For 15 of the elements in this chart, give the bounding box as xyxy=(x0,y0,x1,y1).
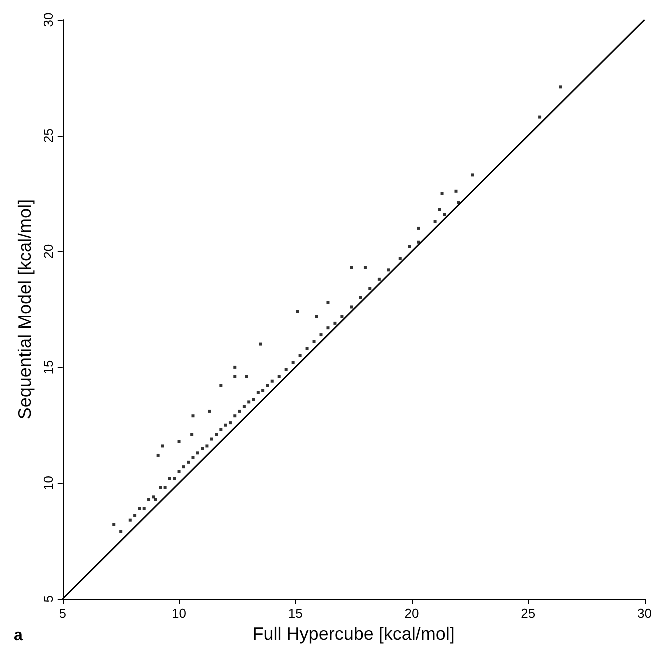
y-tick-label: 25 xyxy=(40,128,56,144)
y-tick-label: 5 xyxy=(40,595,56,603)
x-tick-label: 5 xyxy=(59,606,67,622)
y-tick-label: 20 xyxy=(40,244,56,259)
text: a xyxy=(14,628,23,644)
x-tick-label: 20 xyxy=(404,606,420,622)
x-tick-label: 25 xyxy=(521,606,536,622)
x-tick-label: 10 xyxy=(172,606,187,622)
x-tick-label: 15 xyxy=(288,606,303,622)
y-tick-label: 15 xyxy=(40,360,56,375)
x-tick-label: 30 xyxy=(638,606,652,622)
y-tick-label: 10 xyxy=(40,476,56,491)
y-tick-label: 30 xyxy=(40,12,56,28)
y-axis-title: Sequential Model [kcal/mol] xyxy=(15,199,35,420)
x-axis-title: Full Hypercube [kcal/mol] xyxy=(252,624,455,644)
